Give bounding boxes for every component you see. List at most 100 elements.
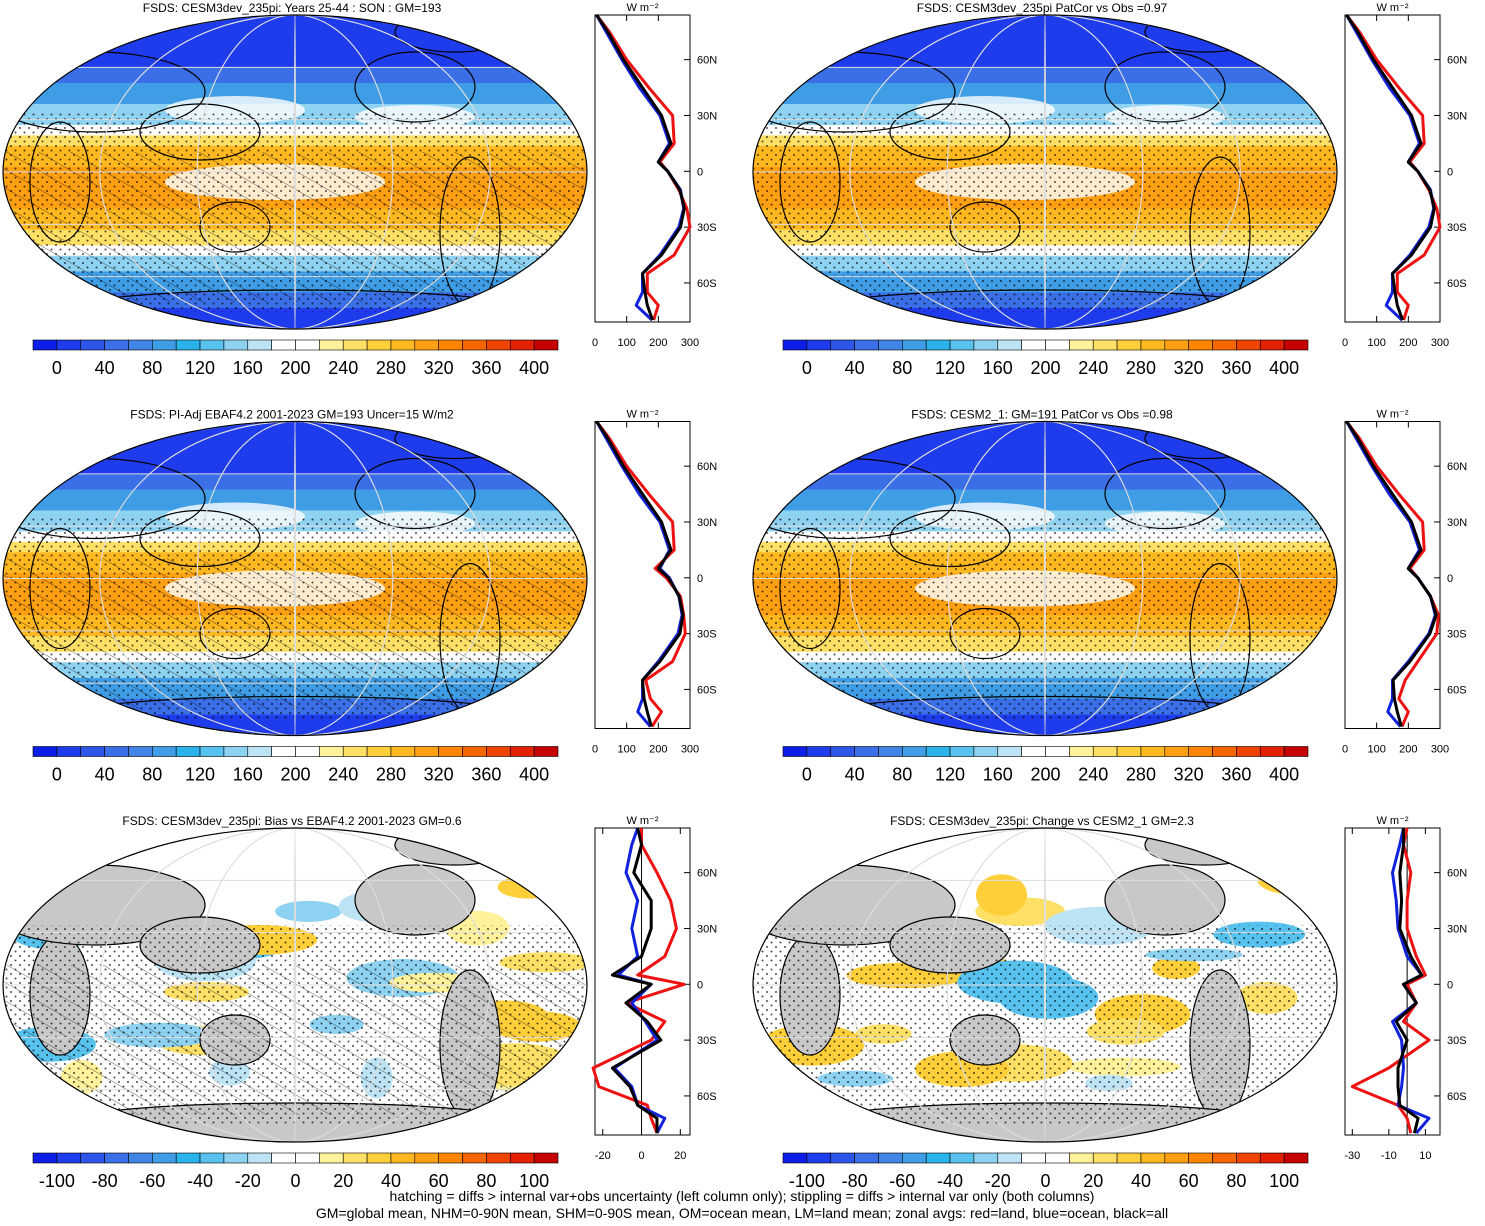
colorbar-label: 40 (845, 358, 865, 378)
colorbar-box (32, 1152, 58, 1164)
map (753, 828, 1337, 1142)
y-tick-label: 60S (1447, 1091, 1467, 1103)
x-tick-label: 200 (1399, 337, 1417, 349)
colorbar-box (175, 339, 201, 351)
colorbar-box (1283, 1152, 1309, 1164)
colorbar-box (949, 1152, 975, 1164)
colorbar-box (1164, 339, 1189, 351)
colorbar-box (438, 746, 463, 757)
colorbar-box (533, 746, 559, 757)
colorbar-box (1236, 746, 1261, 757)
colorbar-label: 200 (1030, 765, 1060, 785)
x-tick-label: -30 (1344, 1150, 1360, 1162)
colorbar-box (32, 746, 58, 757)
zonal-line (595, 14, 686, 321)
colorbar-box (1140, 746, 1166, 757)
x-tick-label: 100 (1367, 744, 1385, 756)
colorbar-label: -80 (842, 1171, 868, 1191)
panel-title: FSDS: CESM3dev_235pi: Years 25-44 : SON … (143, 1, 442, 15)
zonal-line (1345, 420, 1437, 728)
continent (394, 828, 516, 866)
colorbar-box (223, 746, 249, 757)
colorbar-box (56, 746, 82, 757)
colorbar-box (390, 1152, 416, 1164)
colorbar-label: -60 (889, 1171, 915, 1191)
zonal-line (595, 420, 684, 728)
colorbar-box (271, 1152, 296, 1164)
colorbar-label: 240 (328, 358, 358, 378)
colorbar-box (1283, 746, 1309, 757)
colorbar-box (199, 339, 225, 351)
colorbar-box (1116, 1152, 1142, 1164)
colorbar-box (271, 339, 296, 351)
colorbar-box (438, 1152, 463, 1164)
hatching (3, 152, 587, 302)
colorbar-label: 280 (376, 765, 406, 785)
colorbar-box (533, 1152, 559, 1164)
y-tick-label: 30S (1447, 222, 1467, 234)
colorbar-box (175, 746, 201, 757)
colorbar-box (830, 746, 855, 757)
colorbar-box (949, 339, 975, 351)
map-outline (2, 14, 588, 330)
colorbar-label: 320 (424, 358, 454, 378)
colorbar-box (414, 1152, 439, 1164)
colorbar-label: 160 (983, 765, 1013, 785)
y-tick-label: 0 (697, 573, 703, 585)
x-tick-label: 200 (649, 337, 667, 349)
map-outline (752, 14, 1338, 330)
zonal-line (1350, 827, 1431, 1134)
panel-title: FSDS: CESM3dev_235pi PatCor vs Obs =0.97 (917, 1, 1168, 15)
map (3, 421, 587, 736)
colorbar-label: 280 (1126, 358, 1156, 378)
colorbar-box (509, 746, 535, 757)
colorbar-box (271, 746, 296, 757)
colorbar-box (462, 339, 487, 351)
colorbar-box (1092, 1152, 1118, 1164)
colorbar-label: 360 (1221, 358, 1251, 378)
x-tick-label: 0 (1342, 337, 1348, 349)
colorbar-box (223, 1152, 249, 1164)
colorbar-box (104, 1152, 129, 1164)
colorbar-box (199, 1152, 225, 1164)
colorbar-box (247, 746, 272, 757)
colorbar-box (414, 746, 439, 757)
map-outline (752, 420, 1338, 737)
colorbar-label: 120 (185, 358, 215, 378)
colorbar-box (949, 746, 975, 757)
y-tick-label: 60S (697, 1091, 717, 1103)
colorbar-label: 240 (1078, 358, 1108, 378)
colorbar-label: 0 (52, 765, 62, 785)
zonal-line (591, 828, 686, 1134)
colorbar-box (1188, 339, 1213, 351)
colorbar-label: 400 (519, 358, 549, 378)
colorbar-label: 320 (424, 765, 454, 785)
colorbar-label: 40 (95, 765, 115, 785)
colorbar-box (128, 1152, 153, 1164)
colorbar-label: 20 (1083, 1171, 1103, 1191)
y-tick-label: 60S (1447, 278, 1467, 290)
colorbar-box (1069, 746, 1094, 757)
colorbar-box (902, 339, 927, 351)
colorbar-box (878, 746, 903, 757)
colorbar-box (175, 1152, 201, 1164)
stipple (753, 112, 1337, 312)
x-tick-label: 100 (617, 337, 635, 349)
map (3, 828, 587, 1142)
y-tick-label: 30N (1447, 923, 1467, 935)
colorbar-label: -80 (92, 1171, 118, 1191)
colorbar-label: 60 (429, 1171, 449, 1191)
y-tick-label: 30N (1447, 110, 1467, 122)
colorbar-box (854, 1152, 879, 1164)
y-tick-label: 30S (697, 1035, 717, 1047)
x-tick-label: -10 (1381, 1150, 1397, 1162)
panel-title: FSDS: CESM3dev_235pi: Bias vs EBAF4.2 20… (122, 814, 462, 828)
colorbar-box (854, 746, 879, 757)
colorbar-box (878, 1152, 903, 1164)
colorbar-label: -20 (235, 1171, 261, 1191)
colorbar-label: 320 (1174, 765, 1204, 785)
profile-frame (1344, 421, 1441, 729)
colorbar-label: 40 (845, 765, 865, 785)
colorbar-box (366, 339, 392, 351)
